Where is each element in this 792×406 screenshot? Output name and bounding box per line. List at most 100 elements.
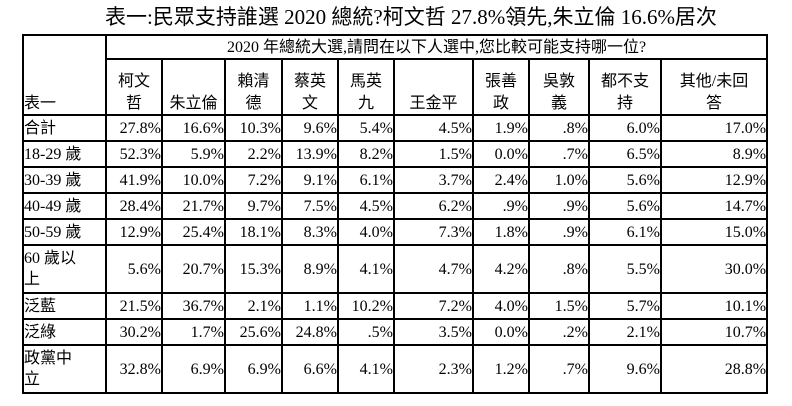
row-label: 政黨中 立 [22, 344, 107, 395]
column-header-3: 蔡英 文 [281, 58, 339, 117]
value-cell: 1.5% [528, 292, 590, 321]
value-cell: 3.7% [393, 166, 474, 195]
value-cell: 8.9% [659, 140, 769, 169]
value-cell: 7.5% [281, 192, 339, 221]
value-cell: 21.5% [105, 292, 163, 321]
value-cell: 28.4% [105, 192, 163, 221]
value-cell: 8.9% [281, 244, 339, 295]
value-cell: 4.1% [337, 244, 395, 295]
value-cell: 30.0% [659, 244, 769, 295]
value-cell: 5.7% [588, 292, 662, 321]
value-cell: 1.9% [472, 114, 530, 143]
column-header-0: 柯文 哲 [105, 58, 163, 117]
value-cell: 13.9% [281, 140, 339, 169]
column-header-4: 馬英 九 [337, 58, 395, 117]
value-cell: .7% [528, 140, 590, 169]
value-cell: 24.8% [281, 318, 339, 347]
value-cell: 10.3% [224, 114, 283, 143]
value-cell: 5.5% [588, 244, 662, 295]
column-header-6: 張善 政 [472, 58, 530, 117]
table-row: 合計 27.8% 16.6% 10.3% 9.6% 5.4% 4.5% 1.9% .8% 6.0%… [22, 114, 769, 143]
value-cell: 2.1% [588, 318, 662, 347]
value-cell: 1.1% [281, 292, 339, 321]
value-cell: 15.3% [224, 244, 283, 295]
value-cell: 6.1% [588, 218, 662, 247]
table-row: 40-49 歲 28.4% 21.7% 9.7% 7.5% 4.5% 6.2% .9% .9% 5… [22, 192, 769, 221]
table-row: 泛綠 30.2% 1.7% 25.6% 24.8% .5% 3.5% 0.0% .2% 2.1% 1… [22, 318, 769, 347]
value-cell: 2.4% [472, 166, 530, 195]
column-header-1: 朱立倫 [161, 58, 226, 117]
value-cell: 14.7% [659, 192, 769, 221]
value-cell: 1.7% [161, 318, 226, 347]
value-cell: .9% [528, 192, 590, 221]
column-header-7: 吳敦 義 [528, 58, 590, 117]
value-cell: 15.0% [659, 218, 769, 247]
value-cell: .7% [528, 344, 590, 395]
poll-results-table: 表一 2020 年總統大選,請問在以下人選中,您比較可能支持哪一位? 柯文 哲朱… [22, 34, 769, 395]
value-cell: 5.6% [105, 244, 163, 295]
value-cell: 2.3% [393, 344, 474, 395]
value-cell: 8.2% [337, 140, 395, 169]
value-cell: .5% [337, 318, 395, 347]
value-cell: 5.9% [161, 140, 226, 169]
value-cell: 9.1% [281, 166, 339, 195]
column-header-8: 都不支 持 [588, 58, 662, 117]
value-cell: 7.2% [393, 292, 474, 321]
value-cell: 4.0% [472, 292, 530, 321]
row-label: 50-59 歲 [22, 218, 107, 247]
table-row: 30-39 歲 41.9% 10.0% 7.2% 9.1% 6.1% 3.7% 2.4% 1.0… [22, 166, 769, 195]
value-cell: 10.2% [337, 292, 395, 321]
value-cell: .8% [528, 244, 590, 295]
value-cell: 5.6% [588, 192, 662, 221]
table-row: 60 歲以 上 5.6% 20.7% 15.3% 8.9% 4.1% 4.7% 4.2% .8%… [22, 244, 769, 295]
value-cell: 10.0% [161, 166, 226, 195]
names-row: 柯文 哲朱立倫 賴清 德蔡英 文馬英 九王金平 張善 政吳敦 義都不支 持其他/未回… [23, 58, 769, 117]
question-row: 表一 2020 年總統大選,請問在以下人選中,您比較可能支持哪一位? [22, 34, 769, 117]
value-cell: 20.7% [161, 244, 226, 295]
table-title: 表一:民眾支持誰選 2020 總統?柯文哲 27.8%領先,朱立倫 16.6%居… [105, 5, 717, 29]
value-cell: 8.3% [281, 218, 339, 247]
value-cell: 9.7% [224, 192, 283, 221]
value-cell: 21.7% [161, 192, 226, 221]
value-cell: 16.6% [161, 114, 226, 143]
table-body: 合計 27.8% 16.6% 10.3% 9.6% 5.4% 4.5% 1.9% .8% 6.0%… [22, 114, 769, 395]
value-cell: 0.0% [472, 318, 530, 347]
value-cell: 52.3% [105, 140, 163, 169]
value-cell: 0.0% [472, 140, 530, 169]
value-cell: 2.1% [224, 292, 283, 321]
value-cell: 1.8% [472, 218, 530, 247]
column-header-5: 王金平 [393, 58, 474, 117]
column-header-2: 賴清 德 [224, 58, 283, 117]
value-cell: 12.9% [105, 218, 163, 247]
table-row: 政黨中 立 32.8% 6.9% 6.9% 6.6% 4.1% 2.3% 1.2% .7% 9.6… [22, 344, 769, 395]
value-cell: 6.2% [393, 192, 474, 221]
value-cell: 7.3% [393, 218, 474, 247]
row-label: 泛綠 [22, 318, 107, 347]
row-label: 合計 [22, 114, 107, 143]
value-cell: 17.0% [659, 114, 769, 143]
column-header-9: 其他/未回 答 [659, 58, 769, 117]
table-row: 18-29 歲 52.3% 5.9% 2.2% 13.9% 8.2% 1.5% 0.0% .7%… [22, 140, 769, 169]
value-cell: 4.7% [393, 244, 474, 295]
value-cell: .9% [528, 218, 590, 247]
value-cell: 5.4% [337, 114, 395, 143]
value-cell: 1.2% [472, 344, 530, 395]
value-cell: 6.0% [588, 114, 662, 143]
row-label: 30-39 歲 [22, 166, 107, 195]
row-label: 40-49 歲 [22, 192, 107, 221]
question-cell: 2020 年總統大選,請問在以下人選中,您比較可能支持哪一位? [104, 34, 769, 61]
value-cell: 25.4% [161, 218, 226, 247]
value-cell: 7.2% [224, 166, 283, 195]
value-cell: 4.2% [472, 244, 530, 295]
value-cell: 32.8% [105, 344, 163, 395]
row-label: 60 歲以 上 [22, 244, 107, 295]
value-cell: 10.1% [659, 292, 769, 321]
corner-cell: 表一 [22, 34, 107, 117]
value-cell: .2% [528, 318, 590, 347]
value-cell: 10.7% [659, 318, 769, 347]
row-label: 18-29 歲 [22, 140, 107, 169]
value-cell: .9% [472, 192, 530, 221]
value-cell: 1.0% [528, 166, 590, 195]
value-cell: 18.1% [224, 218, 283, 247]
